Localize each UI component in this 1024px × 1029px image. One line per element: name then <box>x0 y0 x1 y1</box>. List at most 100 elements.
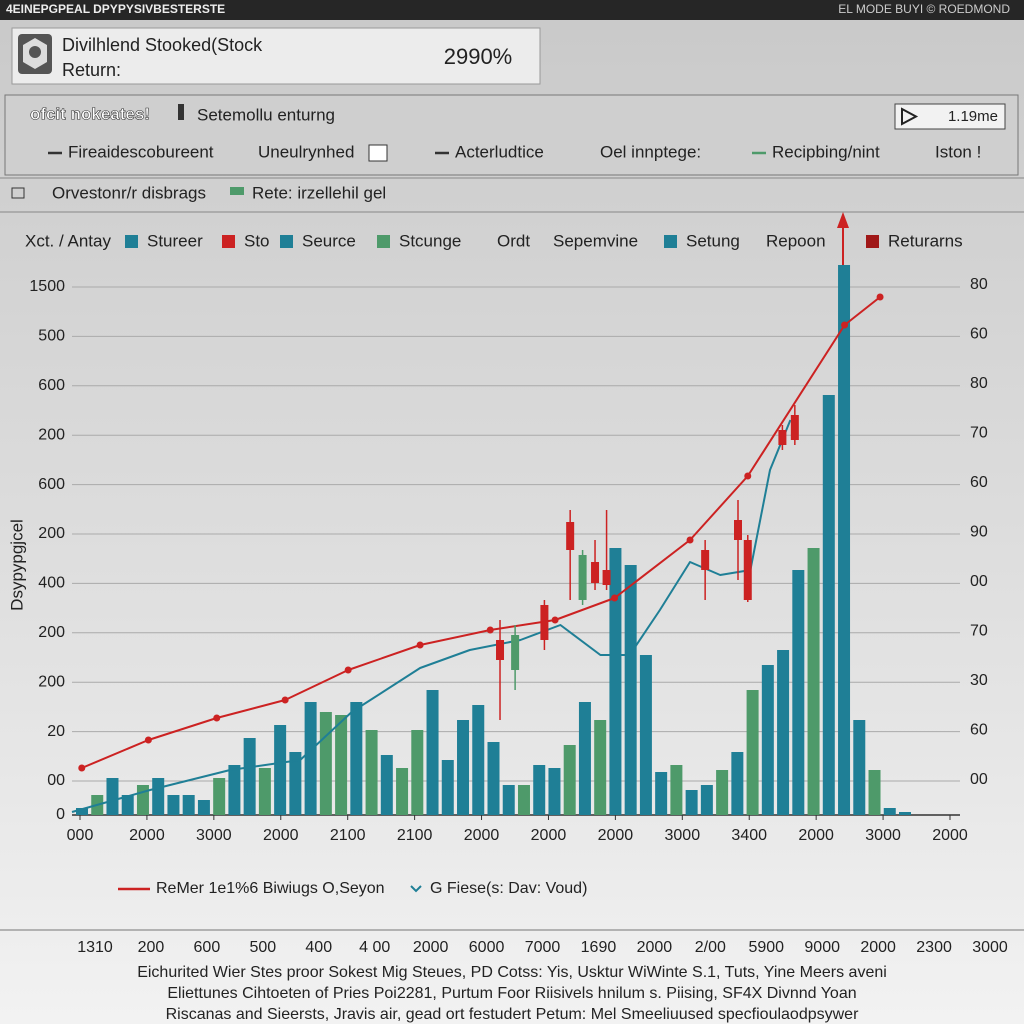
bottom-legend-label: ReMer 1e1%6 Biwiugs O,Seyon <box>156 880 385 897</box>
footer-line: Riscanas and Sieersts, Jravis air, gead … <box>166 1006 859 1023</box>
tab-label[interactable]: Acterludtice <box>455 142 544 161</box>
bottom-axis-label: 2/00 <box>695 939 726 956</box>
legend-label: Sepemvine <box>553 231 638 250</box>
tab-toggle[interactable] <box>368 144 388 162</box>
y2-axis-label: 80 <box>970 276 988 293</box>
bottom-axis-label: 2000 <box>637 939 673 956</box>
play-label[interactable]: 1.19me <box>948 108 998 125</box>
bar <box>426 690 439 815</box>
bar <box>533 765 546 815</box>
candle-body <box>778 430 787 445</box>
y-axis-label: 600 <box>38 377 65 394</box>
topbar-right: EL MODE BUYI © ROEDMOND <box>838 2 1010 16</box>
x-axis-label: 2000 <box>129 827 165 844</box>
x-axis-label: 2000 <box>531 827 567 844</box>
line-point <box>281 696 289 704</box>
topbar-title: 4EINEPGPEAL DPYPYSIVBESTERSTE <box>6 2 225 16</box>
filter-right[interactable]: Rete: irzellehil gel <box>252 183 386 202</box>
legend-label: Stcunge <box>399 231 461 250</box>
play-icon[interactable] <box>901 107 919 126</box>
x-axis-label: 3000 <box>196 827 232 844</box>
bottom-axis-label: 2000 <box>860 939 896 956</box>
legend-swatch <box>222 235 235 248</box>
footer-line: Eliettunes Cihtoeten of Pries Poi2281, P… <box>167 985 856 1002</box>
line-point <box>78 764 86 772</box>
bar <box>213 778 226 815</box>
bar <box>441 760 454 815</box>
candle-body <box>591 562 600 583</box>
bar <box>883 808 896 815</box>
candle-body <box>566 522 575 550</box>
bar <box>700 785 713 815</box>
bar <box>746 690 759 815</box>
toolbar-brand: ofcit nokeates! <box>30 104 150 123</box>
candle-body <box>701 550 710 570</box>
bar <box>472 705 485 815</box>
card-title: Divilhlend Stooked(Stock <box>62 35 263 55</box>
filter-icon[interactable] <box>11 187 25 199</box>
y-axis-label: 500 <box>38 328 65 345</box>
y-axis-label: 200 <box>38 624 65 641</box>
bottom-axis-label: 6000 <box>469 939 505 956</box>
bottom-axis-label: 2300 <box>916 939 952 956</box>
bar <box>228 765 241 815</box>
line-point <box>611 594 619 602</box>
toolbar-subtitle: Setemollu enturng <box>197 105 335 124</box>
bar <box>502 785 515 815</box>
y-axis-label: 600 <box>38 476 65 493</box>
bottom-axis-label: 3000 <box>972 939 1008 956</box>
line-point <box>416 641 424 649</box>
bar <box>655 772 668 815</box>
legend-label: Setung <box>686 231 740 250</box>
bar <box>731 752 744 815</box>
candle-body <box>511 635 520 670</box>
line-point <box>344 666 352 674</box>
bottom-legend-label: G Fiese(s: Dav: Voud) <box>430 880 587 897</box>
y-axis-title: Dsypypgjcel <box>7 519 26 611</box>
tab-label[interactable]: Fireaidescobureent <box>68 142 214 161</box>
x-axis-label: 2000 <box>798 827 834 844</box>
bar <box>853 720 866 815</box>
bar <box>822 395 835 815</box>
topbar <box>0 0 1024 20</box>
bar <box>624 565 637 815</box>
x-axis-label: 3000 <box>865 827 901 844</box>
bar <box>350 702 363 815</box>
y2-axis-label: 70 <box>970 623 988 640</box>
tab-label[interactable]: Oel innptege: <box>600 142 701 161</box>
bottom-axis-label: 600 <box>194 939 221 956</box>
bar <box>411 730 424 815</box>
bar <box>243 738 256 815</box>
y2-axis-label: 60 <box>970 722 988 739</box>
candle-body <box>602 570 611 585</box>
bar <box>548 768 561 815</box>
legend-label: Seurce <box>302 231 356 250</box>
legend-label: Returarns <box>888 231 963 250</box>
tab-label[interactable]: Uneulrynhed <box>258 142 354 161</box>
bar <box>396 768 409 815</box>
legend-swatch <box>664 235 677 248</box>
filter-swatch <box>230 187 244 195</box>
bar <box>335 715 348 815</box>
y-axis-label: 00 <box>47 772 65 789</box>
bottom-axis-label: 200 <box>138 939 165 956</box>
candle-body <box>743 540 752 600</box>
bar <box>106 778 119 815</box>
y-axis-label: 0 <box>56 806 65 823</box>
legend-label: Stureer <box>147 231 203 250</box>
tab-label[interactable]: Recipbing/nint <box>772 142 880 161</box>
bar <box>121 795 134 815</box>
bottom-axis-label: 9000 <box>804 939 840 956</box>
play-control[interactable] <box>894 103 1006 130</box>
tab-label[interactable]: Iston ! <box>935 142 981 161</box>
filter-left[interactable]: Orvestonr/r disbrags <box>52 183 206 202</box>
bar <box>289 752 302 815</box>
bar <box>167 795 180 815</box>
legend-label: Xct. / Antay <box>25 231 111 250</box>
footer-line: Eichurited Wier Stes proor Sokest Mig St… <box>137 964 887 981</box>
bar <box>609 548 622 815</box>
line-point <box>551 616 559 624</box>
line-point <box>213 714 221 722</box>
bottom-axis-label: 1310 <box>77 939 113 956</box>
y2-axis-label: 00 <box>970 573 988 590</box>
